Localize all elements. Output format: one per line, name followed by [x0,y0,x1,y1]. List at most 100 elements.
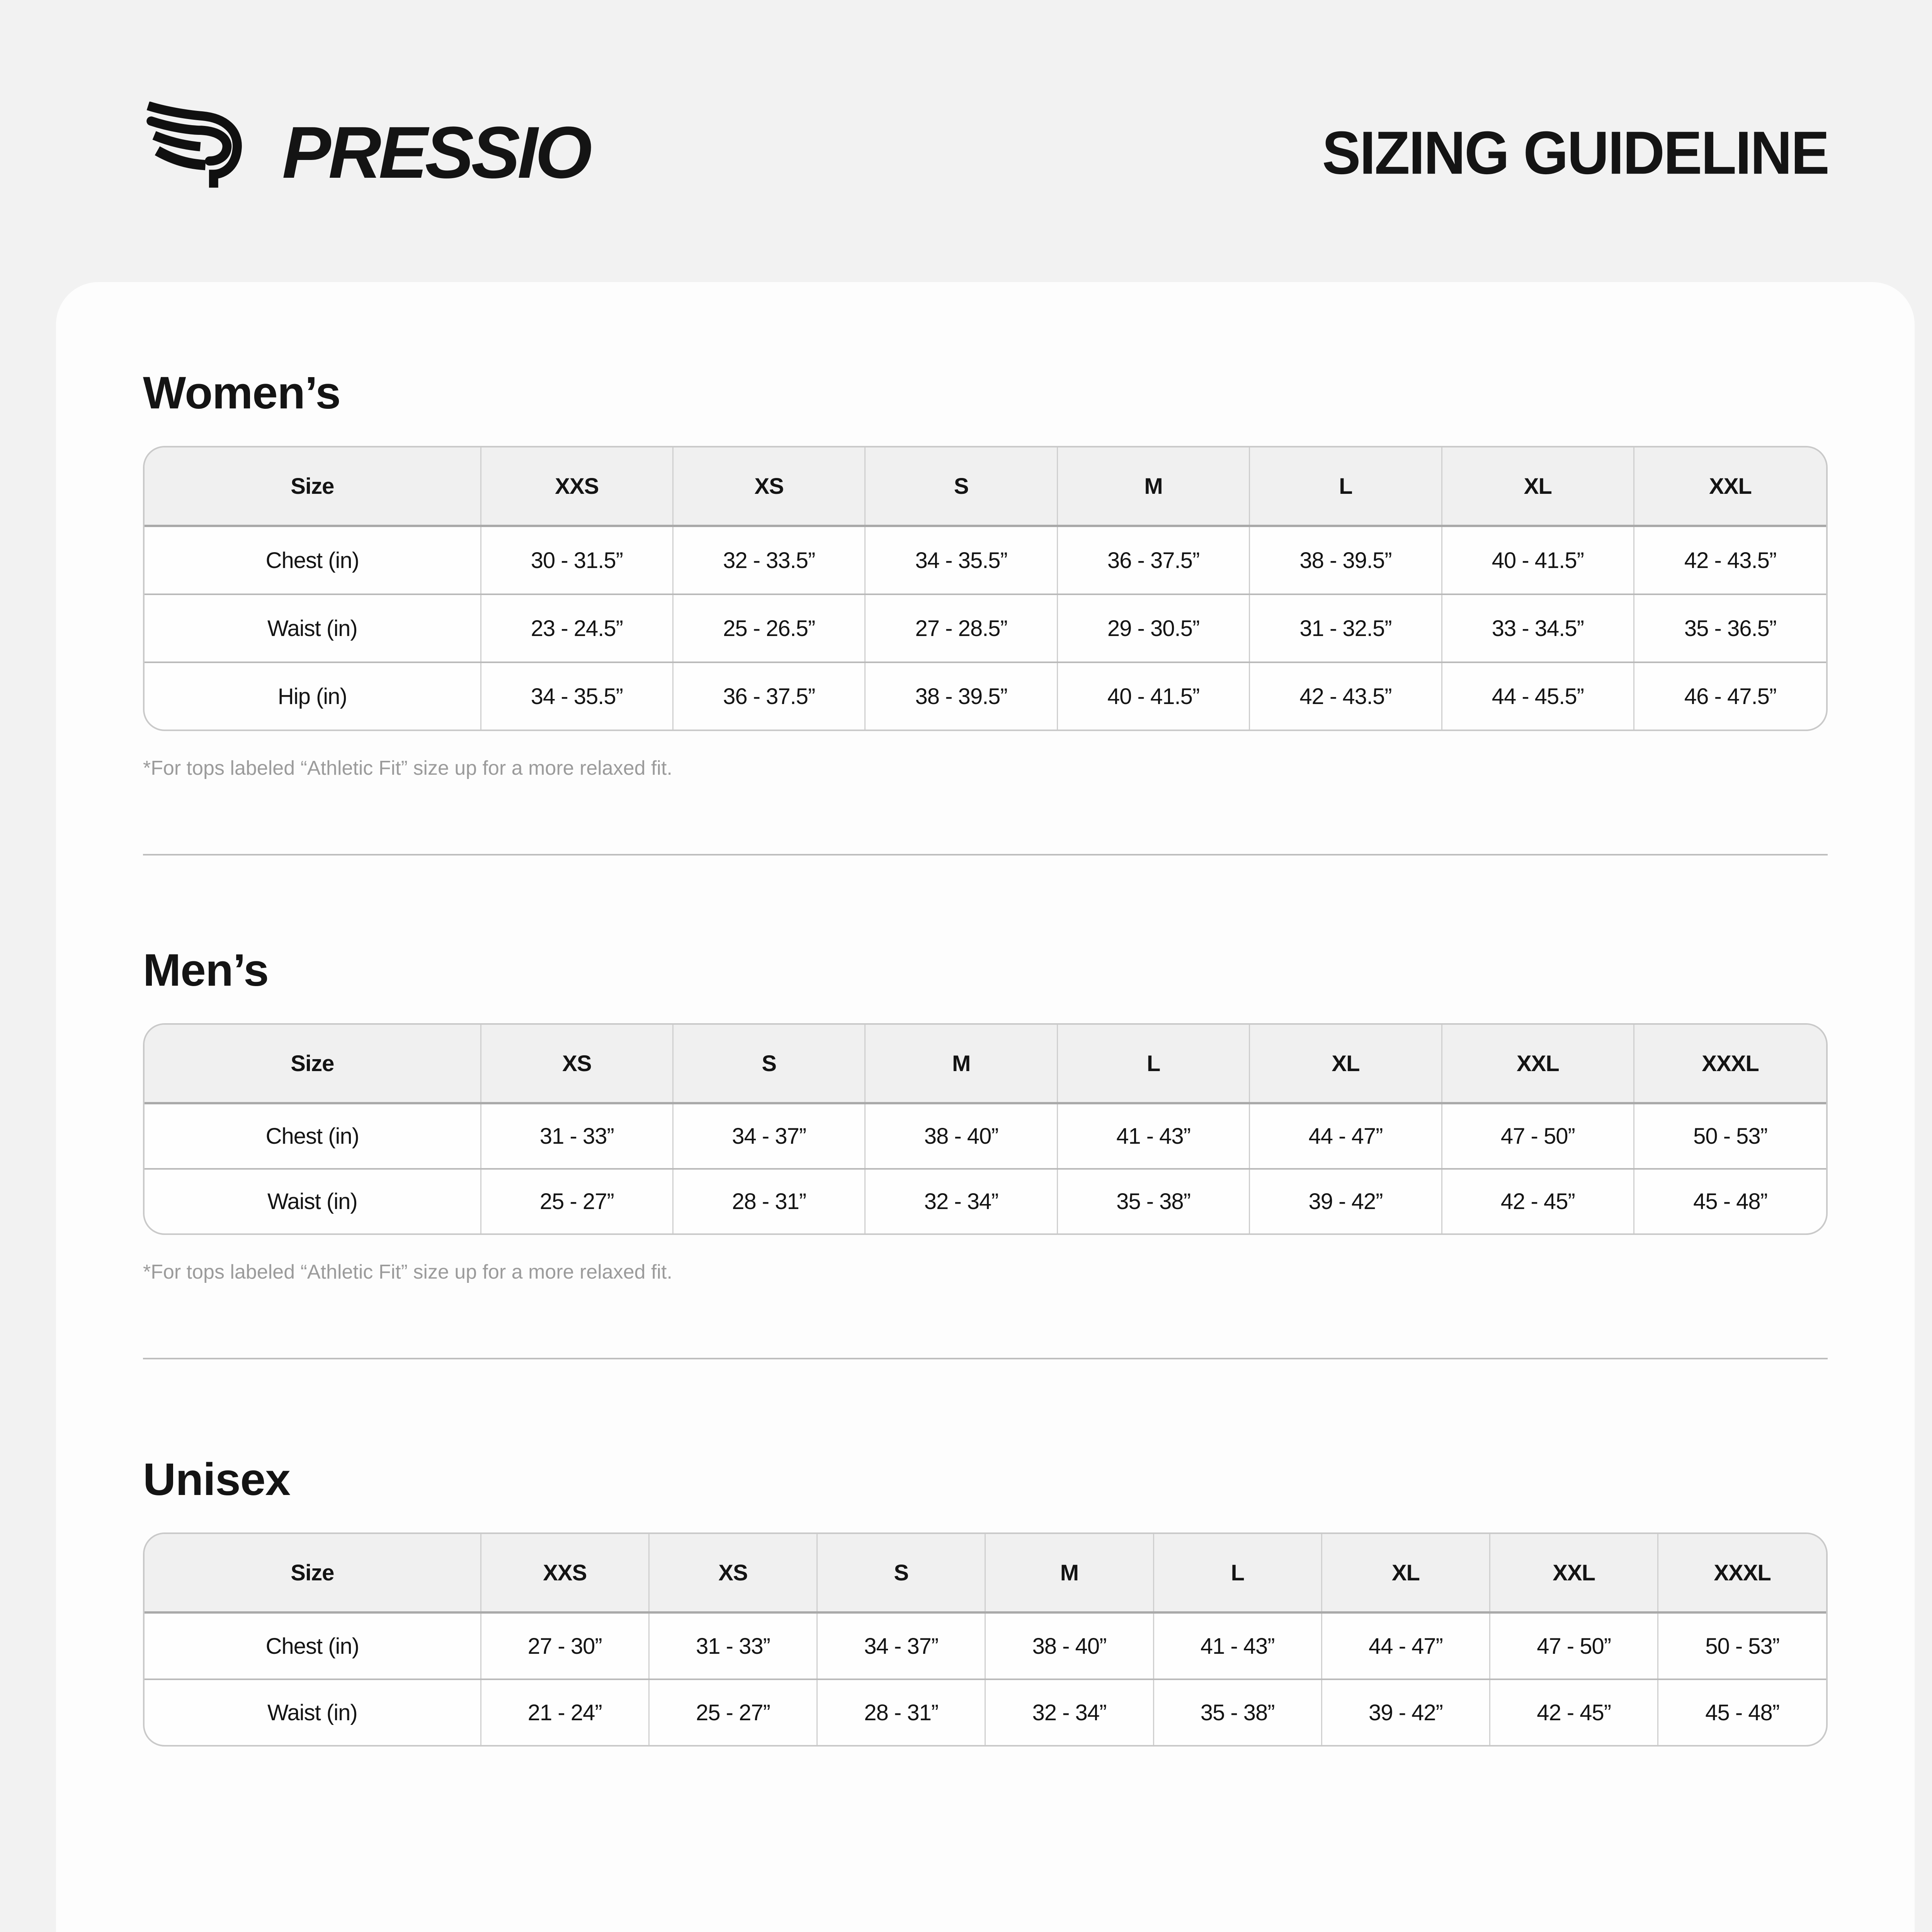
size-value-cell: 45 - 48” [1693,1189,1768,1214]
section-divider [143,1358,1828,1359]
table-header-row: Size XS S M L XL XXL XXXL [145,1025,1826,1104]
section-unisex: Unisex Size XXS XS S M L XL XXL XXXL Chest (in) 27… [143,1359,1828,1747]
column-header-cell: XL [1442,447,1635,527]
table-row: Chest (in) 31 - 33” 34 - 37” 38 - 40” 41 - 4… [145,1103,1826,1170]
row-label-cell: Waist (in) [145,1679,481,1745]
size-value-cell: 25 - 26.5” [673,594,866,663]
size-value-cell: 32 - 33.5” [673,526,866,595]
row-label-cell: Hip (in) [145,662,481,730]
column-header-cell: Size [145,1534,481,1614]
size-value-cell: 42 - 45” [1490,1679,1659,1745]
column-header-cell: M [985,1534,1154,1614]
size-value-cell: 41 - 43” [1153,1612,1322,1680]
size-value-cell: 33 - 34.5” [1442,594,1635,663]
section-heading-mens: Men’s [143,945,269,996]
column-header-cell: L [1249,447,1442,527]
size-value-cell: 36 - 37.5” [673,662,866,730]
column-header-cell: XXXL [1658,1534,1826,1614]
size-value-cell: 44 - 45.5” [1442,662,1635,730]
row-label-cell: Waist (in) [145,594,481,663]
section-mens: Men’s Size XS S M L XL XXL XXXL Chest (in) 31 - 3… [143,855,1828,1284]
size-value-cell: 28 - 31” [817,1679,986,1745]
column-header-cell: XXXL [1634,1025,1826,1104]
athletic-fit-footnote: *For tops labeled “Athletic Fit” size up… [143,757,672,779]
column-header-cell: XXL [1442,1025,1635,1104]
size-value-cell: 31 - 33” [649,1612,818,1680]
row-label-cell: Waist (in) [145,1169,481,1233]
size-value-cell: 25 - 27” [481,1169,674,1233]
column-header-cell: XS [673,447,866,527]
size-value-cell: 21 - 24” [481,1679,650,1745]
size-value-cell: 42 - 43.5” [1249,662,1442,730]
size-value-cell: 32 - 34” [985,1679,1154,1745]
size-value-cell: 23 - 24.5” [481,594,674,663]
size-value-cell: 50 - 53” [1634,1103,1826,1170]
size-value-cell: 42 - 43.5” [1634,526,1826,595]
size-value-cell: 27 - 30” [481,1612,650,1680]
size-table: Size XS S M L XL XXL XXXL Chest (in) 31 - 33” 34 -… [145,1025,1826,1233]
size-value-cell: 31 - 32.5” [1249,594,1442,663]
page-title: SIZING GUIDELINE [1322,118,1830,187]
section-heading-unisex: Unisex [143,1454,291,1505]
size-value-cell: 44 - 47” [1249,1103,1442,1170]
size-value-cell: 41 - 43” [1057,1103,1250,1170]
size-table: Size XXS XS S M L XL XXL Chest (in) 30 - 31.5” 32 … [145,447,1826,730]
size-value-cell: 46 - 47.5” [1684,684,1777,709]
section-womens: Women’s Size XXS XS S M L XL XXL Chest (in) 30 - … [143,282,1828,780]
column-header-cell: XS [481,1025,674,1104]
section-divider [143,854,1828,855]
size-value-cell: 44 - 47” [1321,1612,1491,1680]
size-value-cell: 32 - 34” [865,1169,1058,1233]
column-header-cell: S [817,1534,986,1614]
unisex-size-table: Size XXS XS S M L XL XXL XXXL Chest (in) 27 - 30” 3… [143,1532,1828,1747]
table-row: Chest (in) 30 - 31.5” 32 - 33.5” 34 - 35.5”… [145,526,1826,595]
size-value-cell: 45 - 48” [1705,1700,1780,1725]
table-row: Waist (in) 25 - 27” 28 - 31” 32 - 34” 35 - 3… [145,1169,1826,1233]
column-header-cell: XL [1321,1534,1491,1614]
size-value-cell: 42 - 45” [1442,1169,1635,1233]
size-value-cell: 34 - 35.5” [481,662,674,730]
page-header: PRESSIO SIZING GUIDELINE [143,97,1830,209]
size-value-cell: 38 - 39.5” [1249,526,1442,595]
column-header-cell: XXL [1634,447,1826,527]
size-value-cell: 27 - 28.5” [865,594,1058,663]
table-row: Hip (in) 34 - 35.5” 36 - 37.5” 38 - 39.5” 40… [145,662,1826,730]
column-header-cell: L [1057,1025,1250,1104]
table-header-row: Size XXS XS S M L XL XXL XXXL [145,1534,1826,1614]
size-value-cell: 28 - 31” [673,1169,866,1233]
size-value-cell: 25 - 27” [649,1679,818,1745]
column-header-cell: S [673,1025,866,1104]
size-value-cell: 40 - 41.5” [1057,662,1250,730]
table-row: Chest (in) 27 - 30” 31 - 33” 34 - 37” 38 - 4… [145,1612,1826,1680]
row-label-cell: Chest (in) [145,526,481,595]
size-value-cell: 39 - 42” [1249,1169,1442,1233]
size-value-cell: 30 - 31.5” [481,526,674,595]
athletic-fit-footnote: *For tops labeled “Athletic Fit” size up… [143,1261,672,1283]
mens-size-table: Size XS S M L XL XXL XXXL Chest (in) 31 - 33” 34 -… [143,1023,1828,1235]
size-value-cell: 34 - 35.5” [865,526,1058,595]
size-value-cell: 40 - 41.5” [1442,526,1635,595]
size-value-cell: 47 - 50” [1490,1612,1659,1680]
column-header-cell: Size [145,1025,481,1104]
size-value-cell: 38 - 39.5” [865,662,1058,730]
size-value-cell: 35 - 38” [1057,1169,1250,1233]
row-label-cell: Chest (in) [145,1103,481,1170]
womens-size-table: Size XXS XS S M L XL XXL Chest (in) 30 - 31.5” 32 … [143,446,1828,731]
column-header-cell: XS [649,1534,818,1614]
column-header-cell: M [1057,447,1250,527]
table-header-row: Size XXS XS S M L XL XXL [145,447,1826,527]
brand-wordmark: PRESSIO [282,112,592,194]
column-header-cell: XXS [481,447,674,527]
size-value-cell: 36 - 37.5” [1057,526,1250,595]
brand-logo: PRESSIO [143,101,592,204]
pressio-wing-icon [146,101,242,188]
column-header-cell: L [1153,1534,1322,1614]
size-value-cell: 34 - 37” [817,1612,986,1680]
size-table: Size XXS XS S M L XL XXL XXXL Chest (in) 27 - 30” 3… [145,1534,1826,1745]
size-value-cell: 34 - 37” [673,1103,866,1170]
column-header-cell: XL [1249,1025,1442,1104]
row-label-cell: Chest (in) [145,1612,481,1680]
size-value-cell: 47 - 50” [1442,1103,1635,1170]
column-header-cell: XXL [1490,1534,1659,1614]
table-row: Waist (in) 23 - 24.5” 25 - 26.5” 27 - 28.5”… [145,594,1826,663]
